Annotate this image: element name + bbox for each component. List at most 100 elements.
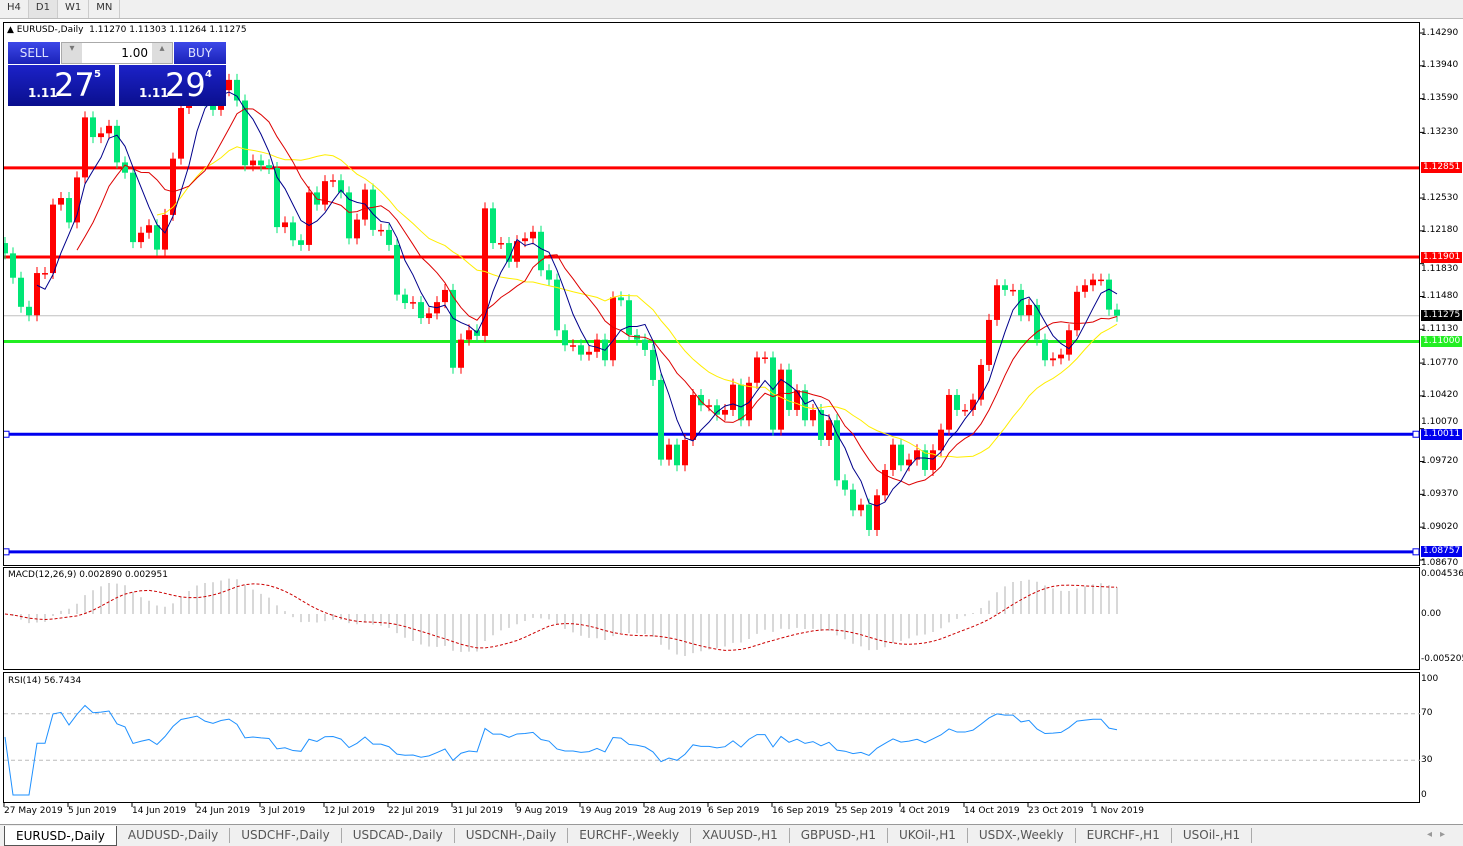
timeframe-w1[interactable]: W1 xyxy=(58,0,90,18)
tab-eurusd-daily[interactable]: EURUSD-,Daily xyxy=(4,825,117,846)
tab-eurchf-weekly[interactable]: EURCHF-,Weekly xyxy=(568,828,692,843)
bear-candle xyxy=(1114,309,1120,316)
tab-ukoil-h1[interactable]: UKOil-,H1 xyxy=(888,828,968,843)
bear-candle xyxy=(738,384,744,421)
bear-candle xyxy=(1018,289,1024,316)
tab-audusd-daily[interactable]: AUDUSD-,Daily xyxy=(117,828,231,843)
tab-usdcad-daily[interactable]: USDCAD-,Daily xyxy=(342,828,455,843)
ma-mid-line xyxy=(76,108,1118,486)
bear-candle xyxy=(1042,339,1048,361)
macd-axis-tick: 0.00 xyxy=(1421,609,1442,619)
bull-candle xyxy=(58,198,64,205)
tab-xauusd-h1[interactable]: XAUUSD-,H1 xyxy=(691,828,790,843)
macd-axis-tick: 0.004536 xyxy=(1421,569,1463,579)
bull-candle xyxy=(410,302,416,304)
bear-candle xyxy=(66,198,72,223)
tab-gbpusd-h1[interactable]: GBPUSD-,H1 xyxy=(790,828,888,843)
bull-candle xyxy=(690,394,696,440)
buy-price[interactable]: 1.11 29 4 xyxy=(119,65,226,106)
date-tick: 24 Jun 2019 xyxy=(196,806,251,816)
bear-candle xyxy=(346,192,352,239)
bull-candle xyxy=(306,192,312,245)
bear-candle xyxy=(1034,304,1040,340)
bull-candle xyxy=(570,345,576,347)
level-handle xyxy=(1412,548,1420,556)
bear-candle xyxy=(1106,279,1112,310)
price-tick: 1.13940 xyxy=(1421,60,1459,70)
one-click-trading-panel: SELL ▾ 1.00 ▴ BUY 1.11 27 5 1.11 29 4 xyxy=(6,42,226,106)
bull-candle xyxy=(874,495,880,530)
bull-candle xyxy=(666,444,672,460)
chart-header: ▲ EURUSD-,Daily 1.11270 1.11303 1.11264 … xyxy=(7,25,247,35)
bull-candle xyxy=(522,238,528,242)
timeframe-mn[interactable]: MN xyxy=(89,0,121,18)
level-handle xyxy=(4,548,10,556)
sell-price-pip: 5 xyxy=(94,69,101,80)
bull-candle xyxy=(354,219,360,239)
bull-candle xyxy=(914,450,920,460)
rsi-pane[interactable] xyxy=(3,672,1420,803)
bear-candle xyxy=(674,444,680,466)
chart-tabs: EURUSD-,Daily AUDUSD-,Daily USDCHF-,Dail… xyxy=(0,824,1463,846)
buy-button[interactable]: BUY xyxy=(174,42,226,64)
lot-increase-icon[interactable]: ▴ xyxy=(152,43,172,63)
level-price-tag: 1.11000 xyxy=(1421,336,1462,347)
bear-candle xyxy=(618,297,624,301)
bull-candle xyxy=(458,339,464,368)
date-tick: 25 Sep 2019 xyxy=(836,806,894,816)
tab-usoil-h1[interactable]: USOil-,H1 xyxy=(1172,828,1253,843)
bear-candle xyxy=(234,79,240,101)
tab-scroll-arrows-icon[interactable]: ◂▸ xyxy=(1426,829,1453,840)
bear-candle xyxy=(818,409,824,440)
sell-button[interactable]: SELL xyxy=(8,42,60,64)
chart-symbol: EURUSD-,Daily xyxy=(16,25,84,35)
bull-candle xyxy=(610,297,616,361)
lot-size-field[interactable]: ▾ 1.00 ▴ xyxy=(61,42,173,64)
price-tick: 1.10770 xyxy=(1421,358,1459,368)
bear-candle xyxy=(554,279,560,331)
timeframe-d1[interactable]: D1 xyxy=(28,0,58,18)
date-tick: 31 Jul 2019 xyxy=(452,806,503,816)
timeframe-h4[interactable]: H4 xyxy=(0,0,29,18)
bear-candle xyxy=(626,300,632,335)
tab-usdx-weekly[interactable]: USDX-,Weekly xyxy=(968,828,1076,843)
bear-candle xyxy=(802,390,808,421)
rsi-axis-tick: 0 xyxy=(1421,790,1427,800)
bull-candle xyxy=(970,399,976,410)
sell-price[interactable]: 1.11 27 5 xyxy=(8,65,115,106)
bear-candle xyxy=(18,277,24,307)
bull-candle xyxy=(1098,279,1104,282)
bear-candle xyxy=(274,168,280,228)
bull-candle xyxy=(890,444,896,470)
bull-candle xyxy=(754,357,760,383)
lot-input[interactable]: 1.00 xyxy=(121,46,148,60)
price-tick: 1.13230 xyxy=(1421,127,1459,137)
ma-fast-line xyxy=(36,91,1118,507)
rsi-label: RSI(14) 56.7434 xyxy=(8,676,82,686)
main-plot xyxy=(4,73,1419,556)
bear-candle xyxy=(298,240,304,245)
lot-decrease-icon[interactable]: ▾ xyxy=(62,43,82,63)
bull-candle xyxy=(322,181,328,205)
buy-price-pip: 4 xyxy=(205,69,212,80)
date-tick: 22 Jul 2019 xyxy=(388,806,439,816)
tab-usdcnh-daily[interactable]: USDCNH-,Daily xyxy=(455,828,569,843)
level-price-tag: 1.08757 xyxy=(1421,546,1462,557)
date-tick: 28 Aug 2019 xyxy=(644,806,702,816)
bear-candle xyxy=(578,345,584,355)
bear-candle xyxy=(562,330,568,346)
tab-usdchf-daily[interactable]: USDCHF-,Daily xyxy=(230,828,342,843)
bull-candle xyxy=(226,79,232,91)
bear-candle xyxy=(10,253,16,278)
bull-candle xyxy=(810,409,816,421)
bull-candle xyxy=(74,177,80,223)
bull-candle xyxy=(50,204,56,274)
tab-eurchf-h1[interactable]: EURCHF-,H1 xyxy=(1076,828,1172,843)
collapse-triangle-icon[interactable]: ▲ xyxy=(7,25,14,35)
bear-candle xyxy=(842,480,848,490)
rsi-axis-tick: 100 xyxy=(1421,674,1439,684)
bear-candle xyxy=(642,339,648,350)
bull-candle xyxy=(42,273,48,275)
bull-candle xyxy=(330,180,336,182)
macd-pane[interactable] xyxy=(3,567,1420,670)
